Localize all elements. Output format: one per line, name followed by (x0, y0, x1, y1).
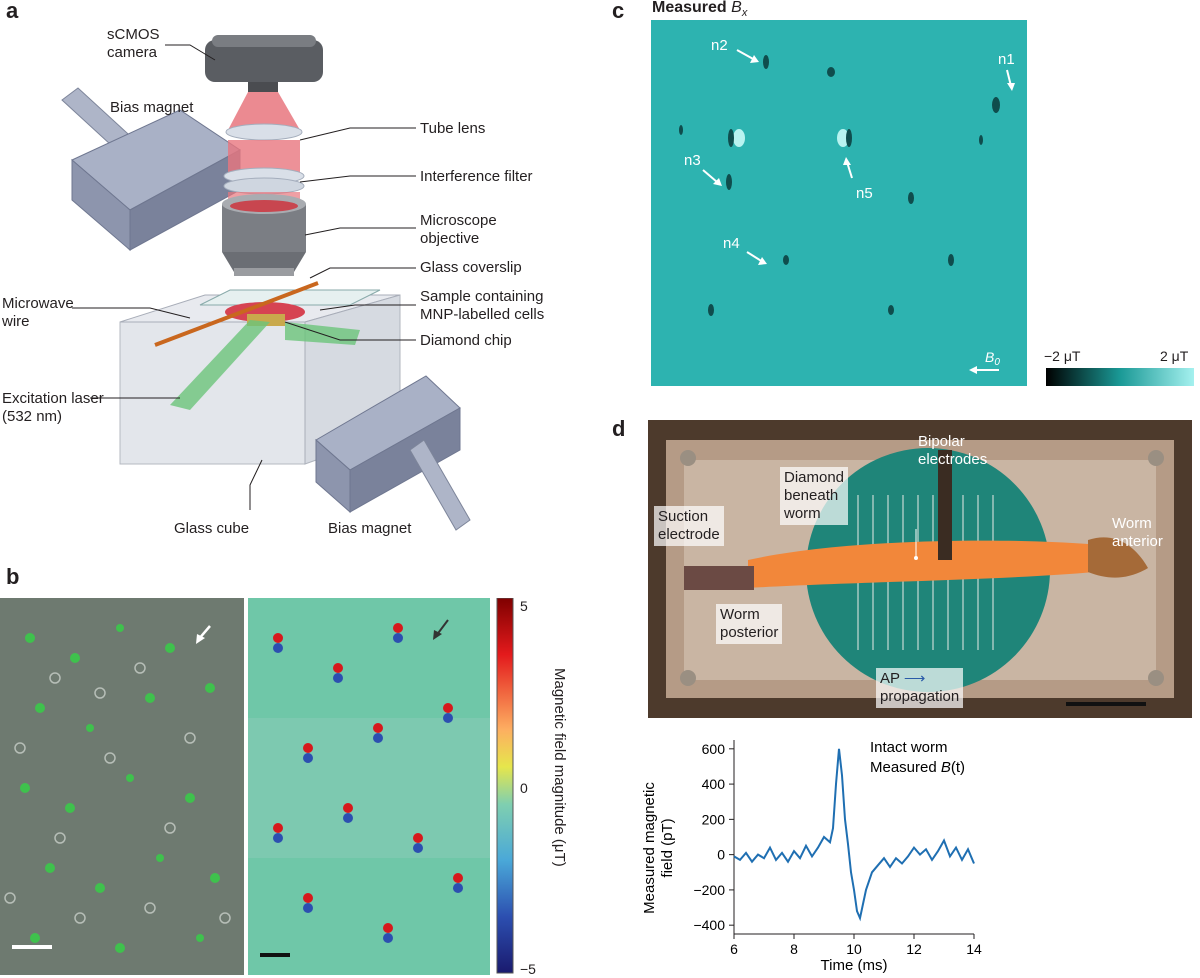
field-colorbar (496, 598, 514, 974)
x-tick-label: 8 (790, 941, 798, 957)
objective-illustration (222, 194, 306, 276)
y-tick-label: −200 (693, 882, 725, 898)
camera-illustration (205, 35, 323, 92)
colorbar-tick-max: 5 (520, 598, 528, 614)
bias-magnet-bottom-label: Bias magnet (328, 520, 412, 537)
suction-electrode-label: Suction electrode (654, 506, 724, 546)
excitation-laser-label: Excitation laser (532 nm) (2, 390, 104, 425)
panel-a-letter: a (6, 0, 19, 23)
b0-label: B0 (985, 349, 1000, 368)
arrow-icon (702, 169, 718, 183)
bias-magnet-top-label: Bias magnet (110, 99, 194, 116)
worm-anterior-label: Worm anterior (1112, 515, 1163, 550)
y-tick-label: 0 (717, 847, 725, 863)
arrow-icon (736, 49, 756, 61)
microscope-setup-diagram (61, 35, 471, 531)
bipolar-electrode-shaft (938, 450, 952, 560)
panel-c-title: Measured Bx (652, 0, 748, 20)
glass-cube-label: Glass cube (174, 520, 250, 537)
scale-bar (12, 945, 52, 949)
camera-label: sCMOS camera (107, 26, 160, 61)
dipole-n5 (837, 129, 852, 147)
scale-bar (1066, 702, 1146, 706)
colorbar-tick-zero: 0 (520, 780, 528, 796)
y-tick-label: 200 (702, 811, 726, 827)
y-axis-label-line2: field (pT) (659, 818, 676, 877)
neuron-label-n5: n5 (856, 185, 873, 202)
colorbar-title: Magnetic field magnitude (μT) (551, 668, 568, 867)
microwave-wire-label: Microwave wire (2, 295, 74, 330)
diamond-beneath-worm-label: Diamond beneath worm (780, 467, 849, 525)
chart-title-line2: Measured B(t) (870, 759, 965, 776)
x-tick-label: 14 (966, 941, 982, 957)
bx-colorbar-max: 2 μT (1160, 348, 1189, 364)
y-tick-label: 600 (702, 741, 726, 757)
panel-d-letter: d (612, 416, 626, 441)
measured-bx-map-image: n2 n1 n3 n5 n4 B0 (651, 20, 1027, 386)
suction-electrode (684, 566, 754, 590)
colorbar-tick-min: −5 (520, 961, 536, 977)
y-tick-label: −400 (693, 917, 725, 933)
x-tick-label: 6 (730, 941, 738, 957)
chart-title-line1: Intact worm (870, 739, 948, 756)
x-tick-label: 10 (846, 941, 862, 957)
bx-colorbar (1046, 368, 1194, 386)
y-tick-label: 400 (702, 776, 726, 792)
ap-propagation-label: AP ⟶ propagation (876, 668, 964, 708)
magnetic-field-map-image (248, 598, 490, 975)
neuron-label-n4: n4 (723, 235, 740, 252)
x-tick-label: 12 (906, 941, 922, 957)
bias-magnet-bottom-illustration (315, 375, 471, 531)
dipole-n3-area (728, 129, 745, 147)
neuron-label-n2: n2 (711, 37, 728, 54)
panel-b-letter: b (6, 564, 20, 589)
fluorescence-microscopy-image (0, 598, 244, 975)
interference-filter-label: Interference filter (420, 168, 533, 185)
bx-colorbar-min: −2 μT (1044, 348, 1081, 364)
arrow-icon (746, 251, 764, 263)
objective-label: Microscope objective (420, 212, 497, 247)
neuron-label-n1: n1 (998, 51, 1015, 68)
neuron-label-n3: n3 (684, 152, 701, 169)
worm-posterior-label: Worm posterior (716, 604, 783, 644)
ap-arrow-icon: ⟶ (903, 670, 926, 687)
sample-label: Sample containing MNP-labelled cells (420, 288, 545, 323)
bipolar-electrodes-label: Bipolar electrodes (918, 433, 988, 468)
y-axis-label-line1: Measured magnetic (641, 782, 658, 914)
worm-body (748, 540, 1094, 588)
tube-lens-label: Tube lens (420, 120, 486, 137)
chart-ticks: 6 8 10 12 14 600 400 200 0 −200 −400 (693, 741, 982, 957)
scale-bar (260, 953, 290, 957)
diamond-chip-label: Diamond chip (420, 332, 512, 349)
series-line (733, 748, 975, 922)
panel-c-letter: c (612, 0, 625, 23)
coverslip-label: Glass coverslip (420, 259, 522, 276)
x-axis-label: Time (ms) (821, 957, 888, 974)
magnetic-field-trace-chart: 6 8 10 12 14 600 400 200 0 −200 −400 Measured magn… (641, 739, 982, 974)
